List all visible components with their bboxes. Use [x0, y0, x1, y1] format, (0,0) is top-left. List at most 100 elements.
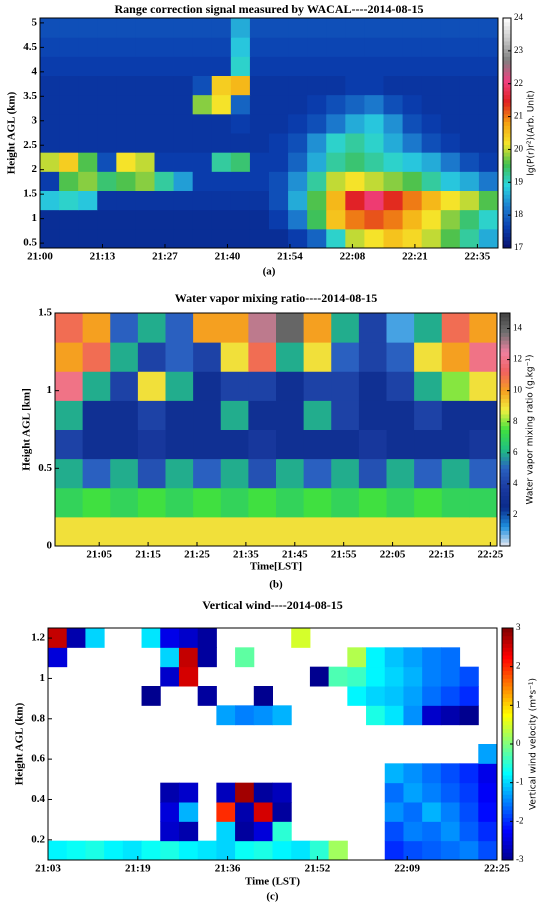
- heat-cell: [478, 763, 498, 784]
- heat-cell: [358, 313, 387, 343]
- colorbar-segment: [503, 163, 511, 168]
- colorbar-segment: [503, 18, 511, 23]
- colorbar-segment: [503, 194, 511, 199]
- y-tick-label: 1.5: [23, 188, 37, 200]
- colorbar-segment: [503, 186, 511, 191]
- colorbar-segment: [500, 542, 510, 547]
- heat-cell: [82, 313, 111, 343]
- heat-cell: [326, 18, 346, 38]
- heat-cell: [459, 782, 479, 803]
- colorbar-segment: [503, 113, 511, 119]
- colorbar-segment: [502, 825, 513, 830]
- heat-cell: [422, 705, 442, 726]
- colorbar-tick-label: -1: [516, 777, 524, 787]
- heat-cell: [211, 18, 232, 38]
- heat-cell: [303, 458, 332, 489]
- heat-cell: [303, 429, 332, 460]
- x-tick-label: 21:40: [215, 251, 241, 263]
- colorbar-segment: [502, 794, 513, 799]
- heat-cell: [276, 400, 305, 430]
- colorbar-segment: [500, 464, 510, 469]
- heat-cell: [414, 487, 443, 518]
- heat-cell: [230, 56, 251, 76]
- heat-cell: [55, 400, 84, 430]
- heat-cell: [403, 821, 423, 842]
- heat-cell: [326, 113, 346, 134]
- heat-cell: [478, 228, 499, 249]
- colorbar-segment: [503, 125, 511, 130]
- heat-cell: [78, 209, 98, 230]
- heat-cell: [303, 400, 332, 430]
- heat-cell: [78, 152, 98, 172]
- heat-cell: [197, 686, 217, 706]
- heat-cell: [347, 647, 367, 668]
- x-tick-label: 21:54: [277, 251, 303, 263]
- heat-cell: [422, 647, 442, 668]
- heat-cell: [40, 152, 60, 172]
- heat-cell: [331, 400, 360, 430]
- heat-cell: [122, 840, 143, 861]
- heat-cell: [422, 802, 442, 822]
- heat-cell: [303, 516, 332, 547]
- heat-cell: [402, 190, 423, 211]
- heat-cell: [59, 75, 79, 96]
- heat-cell: [440, 666, 461, 687]
- heat-cell: [216, 821, 236, 842]
- colorbar-segment: [500, 445, 510, 450]
- heat-cell: [211, 171, 232, 191]
- heat-cell: [384, 705, 404, 726]
- heat-cell: [116, 228, 136, 249]
- colorbar-segment: [503, 240, 511, 245]
- colorbar-segment: [500, 394, 510, 399]
- heat-cell: [459, 113, 480, 134]
- x-tick-label: 22:35: [465, 251, 491, 263]
- heat-cell: [40, 75, 60, 96]
- colorbar-segment: [503, 48, 511, 53]
- colorbar-segment: [502, 651, 513, 656]
- heat-cell: [403, 686, 423, 706]
- heat-cell: [116, 113, 136, 134]
- heat-cell: [253, 705, 273, 726]
- colorbar-segment: [500, 371, 510, 376]
- heat-cell: [441, 487, 470, 518]
- heat-cell: [358, 458, 387, 489]
- heat-cell: [135, 152, 155, 172]
- heat-cell: [165, 400, 194, 430]
- heat-cell: [422, 821, 442, 842]
- heat-cell: [178, 666, 199, 687]
- colorbar-tick-label: 21: [514, 111, 523, 121]
- heat-cell: [269, 152, 289, 172]
- heat-cell: [230, 18, 251, 38]
- heat-cell: [269, 75, 289, 96]
- heat-cell: [386, 429, 415, 460]
- heat-cell: [230, 133, 251, 153]
- heat-cell: [307, 133, 327, 153]
- colorbar-segment: [502, 802, 513, 807]
- heat-cell: [230, 209, 251, 230]
- heat-cell: [441, 342, 470, 372]
- colorbar-segment: [503, 64, 511, 69]
- heat-cell: [192, 152, 213, 172]
- heat-cell: [249, 113, 270, 134]
- heat-cell: [116, 37, 136, 57]
- heat-cell: [326, 37, 346, 57]
- colorbar-segment: [502, 778, 513, 784]
- colorbar-segment: [500, 398, 510, 403]
- heat-cell: [269, 171, 289, 191]
- colorbar-segment: [502, 658, 513, 664]
- colorbar-segment: [500, 355, 510, 361]
- heat-cell: [326, 228, 346, 249]
- heat-cell: [478, 840, 498, 861]
- heat-cell: [253, 686, 273, 706]
- heat-cell: [478, 744, 498, 764]
- y-tick-label: 1.5: [38, 307, 52, 319]
- heat-cell: [154, 56, 175, 76]
- heat-cell: [78, 18, 98, 38]
- heat-cell: [55, 371, 84, 401]
- heat-cell: [173, 75, 194, 96]
- heat-cell: [440, 209, 461, 230]
- heat-cell: [160, 840, 180, 861]
- heat-cell: [248, 487, 277, 518]
- heat-cell: [137, 400, 166, 430]
- heat-cell: [59, 228, 79, 249]
